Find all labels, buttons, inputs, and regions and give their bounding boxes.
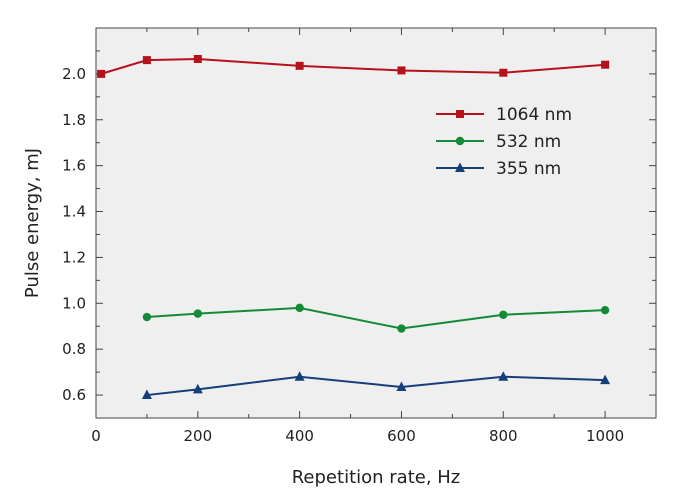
y-tick-label: 1.6 bbox=[62, 157, 86, 175]
legend: 1064 nm 532 nm 355 nm bbox=[436, 105, 572, 179]
x-tick-label: 0 bbox=[91, 427, 101, 445]
legend-marker-1064-nm bbox=[456, 110, 464, 118]
x-tick-label: 400 bbox=[285, 427, 314, 445]
legend-label-532-nm: 532 nm bbox=[496, 132, 561, 152]
series-1064-nm bbox=[97, 54, 610, 78]
y-axis-ticks: 0.6 0.8 1.0 1.2 1.4 1.6 1.8 2.0 bbox=[62, 27, 656, 419]
data-point-1064-nm bbox=[601, 60, 610, 69]
y-axis-label: Pulse energy, mJ bbox=[22, 148, 43, 298]
y-tick-label: 0.6 bbox=[62, 386, 86, 404]
data-point-355-nm bbox=[141, 389, 152, 400]
data-point-532-nm bbox=[499, 310, 508, 319]
y-tick-label: 1.0 bbox=[62, 294, 86, 312]
legend-marker-532-nm bbox=[455, 136, 465, 146]
data-point-1064-nm bbox=[97, 69, 106, 78]
y-tick-label: 1.8 bbox=[62, 111, 86, 129]
data-point-355-nm bbox=[294, 371, 305, 381]
data-point-355-nm bbox=[192, 383, 203, 394]
series-355-nm bbox=[141, 371, 611, 400]
data-point-532-nm bbox=[600, 305, 610, 315]
legend-label-355-nm: 355 nm bbox=[496, 159, 561, 179]
data-point-1064-nm bbox=[499, 68, 508, 77]
data-point-1064-nm bbox=[397, 66, 406, 75]
legend-marker-355-nm bbox=[455, 162, 465, 172]
y-tick-label: 1.4 bbox=[62, 203, 86, 221]
data-point-355-nm bbox=[600, 374, 611, 385]
series-layer bbox=[97, 54, 611, 400]
data-point-1064-nm bbox=[193, 54, 202, 63]
series-line-355-nm bbox=[146, 375, 606, 397]
data-point-532-nm bbox=[193, 309, 203, 318]
series-line-532-nm bbox=[146, 306, 606, 330]
y-tick-label: 0.8 bbox=[62, 340, 86, 358]
x-axis-label: Repetition rate, Hz bbox=[292, 467, 461, 488]
legend-label-1064-nm: 1064 nm bbox=[496, 105, 572, 125]
x-tick-label: 600 bbox=[387, 427, 416, 445]
data-point-532-nm bbox=[142, 312, 152, 322]
plot-area bbox=[95, 27, 657, 419]
x-tick-label: 1000 bbox=[586, 427, 624, 445]
data-point-1064-nm bbox=[142, 56, 151, 65]
data-point-355-nm bbox=[396, 381, 407, 392]
y-tick-label: 1.2 bbox=[62, 248, 86, 266]
series-532-nm bbox=[142, 303, 610, 333]
data-point-1064-nm bbox=[295, 61, 304, 70]
x-tick-label: 800 bbox=[489, 427, 518, 445]
data-point-532-nm bbox=[397, 324, 406, 333]
x-tick-label: 200 bbox=[183, 427, 212, 445]
x-axis-ticks: 0 200 400 600 800 1000 bbox=[91, 28, 657, 445]
data-point-355-nm bbox=[498, 371, 509, 381]
data-point-532-nm bbox=[295, 303, 304, 313]
y-tick-label: 2.0 bbox=[62, 65, 86, 83]
